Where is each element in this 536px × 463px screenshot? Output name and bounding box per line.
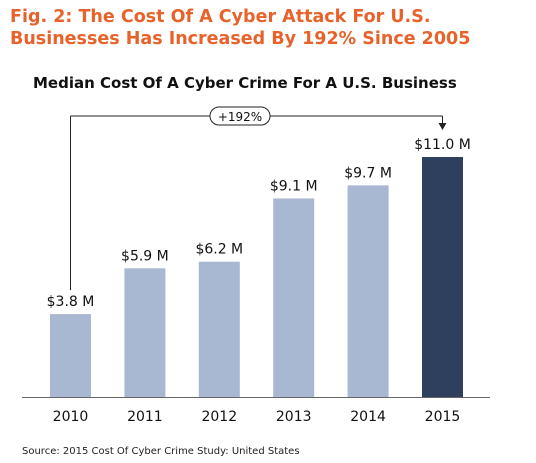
- data-label-2014: $9.7 M: [344, 165, 392, 181]
- x-tick-2014: 2014: [350, 409, 386, 425]
- data-label-2015: $11.0 M: [414, 137, 471, 153]
- source-note: Source: 2015 Cost Of Cyber Crime Study: …: [22, 446, 300, 457]
- bar-2014: [347, 185, 389, 397]
- x-tick-2012: 2012: [201, 409, 237, 425]
- data-label-2013: $9.1 M: [270, 178, 318, 194]
- annotation-pill: [209, 106, 271, 126]
- annotation-arrowhead: [438, 123, 447, 130]
- data-label-2010: $3.8 M: [47, 294, 95, 310]
- x-tick-2013: 2013: [276, 409, 312, 425]
- bar-2011: [124, 268, 166, 397]
- x-tick-2015: 2015: [425, 409, 461, 425]
- chart-title: Median Cost Of A Cyber Crime For A U.S. …: [33, 74, 457, 92]
- x-tick-2011: 2011: [127, 409, 163, 425]
- figure-title: Fig. 2: The Cost Of A Cyber Attack For U…: [10, 6, 530, 50]
- x-tick-2010: 2010: [53, 409, 89, 425]
- bar-2015: [422, 157, 463, 397]
- figure-title-line-2: Businesses Has Increased By 192% Since 2…: [10, 29, 471, 49]
- bar-2013: [273, 198, 315, 397]
- bar-2012: [198, 261, 240, 397]
- annotation-label: +192%: [218, 110, 262, 124]
- figure-title-line-1: Fig. 2: The Cost Of A Cyber Attack For U…: [10, 7, 431, 27]
- data-label-2011: $5.9 M: [121, 248, 169, 264]
- data-label-2012: $6.2 M: [195, 242, 243, 258]
- bar-2010: [50, 314, 91, 397]
